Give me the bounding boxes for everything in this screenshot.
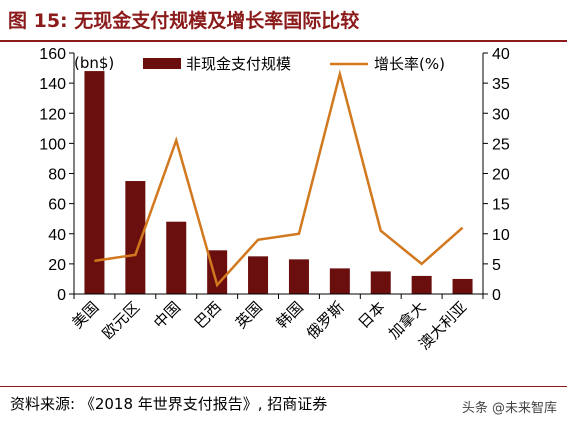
legend-line-label: 增长率(%) <box>374 55 445 73</box>
plot-area <box>84 69 473 294</box>
x-tick-label: 巴西 <box>191 298 225 332</box>
bar-10 <box>452 278 473 294</box>
y2-tick-label: 20 <box>492 167 510 184</box>
title-divider <box>0 40 567 42</box>
y-axis-title: (bn$) <box>74 54 114 72</box>
growth-line <box>94 69 464 288</box>
y2-tick-label: 0 <box>492 287 501 304</box>
watermark: 头条 @未来智库 <box>461 401 557 416</box>
legend-bar-swatch <box>143 58 181 69</box>
bar-7 <box>329 268 350 294</box>
y-tick-label: 0 <box>57 287 66 304</box>
chart: 0 20 40 60 80 100 120 140 160 0 5 10 15 20 25 30 35 40 美国欧… <box>39 46 510 353</box>
y-tick-label: 20 <box>48 257 66 274</box>
bar-5 <box>248 256 269 294</box>
x-tick-label: 俄罗斯 <box>303 298 348 343</box>
legend-bar-label: 非现金支付规模 <box>186 55 291 73</box>
y2-tick-label: 40 <box>492 46 510 63</box>
bar-9 <box>411 275 432 294</box>
x-tick-label: 英国 <box>232 298 266 332</box>
y-tick-label: 100 <box>39 136 66 153</box>
y-tick-label: 160 <box>39 46 66 63</box>
y-tick-label: 40 <box>48 227 66 244</box>
y-tick-label: 80 <box>48 167 66 184</box>
y2-tick-label: 35 <box>492 76 510 93</box>
source-divider <box>0 386 567 387</box>
x-tick-label: 美国 <box>68 298 102 332</box>
chart-title: 图 15: 无现金支付规模及增长率国际比较 <box>8 10 360 32</box>
y2-tick-label: 15 <box>492 197 510 214</box>
y2-tick-label: 30 <box>492 106 510 123</box>
y-tick-label: 140 <box>39 76 66 93</box>
axes: 0 20 40 60 80 100 120 140 160 0 5 10 15 20 25 30 35 40 美国欧… <box>39 46 510 353</box>
y-tick-label: 60 <box>48 197 66 214</box>
x-tick-label: 欧元区 <box>99 298 144 343</box>
y2-tick-label: 10 <box>492 227 510 244</box>
bar-4 <box>207 250 228 294</box>
x-tick-label: 中国 <box>150 298 184 332</box>
bar-8 <box>370 271 391 294</box>
y2-tick-label: 5 <box>492 257 501 274</box>
bar-3 <box>166 221 187 294</box>
bar-1 <box>84 71 105 294</box>
source-note: 资料来源: 《2018 年世界支付报告》, 招商证券 <box>10 395 328 413</box>
y-tick-label: 120 <box>39 106 66 123</box>
bar-6 <box>288 259 309 294</box>
y2-tick-label: 25 <box>492 136 510 153</box>
legend: 非现金支付规模 增长率(%) <box>143 55 445 73</box>
x-tick-label: 日本 <box>355 298 389 332</box>
bar-2 <box>125 181 146 294</box>
x-tick-label: 韩国 <box>273 298 307 332</box>
